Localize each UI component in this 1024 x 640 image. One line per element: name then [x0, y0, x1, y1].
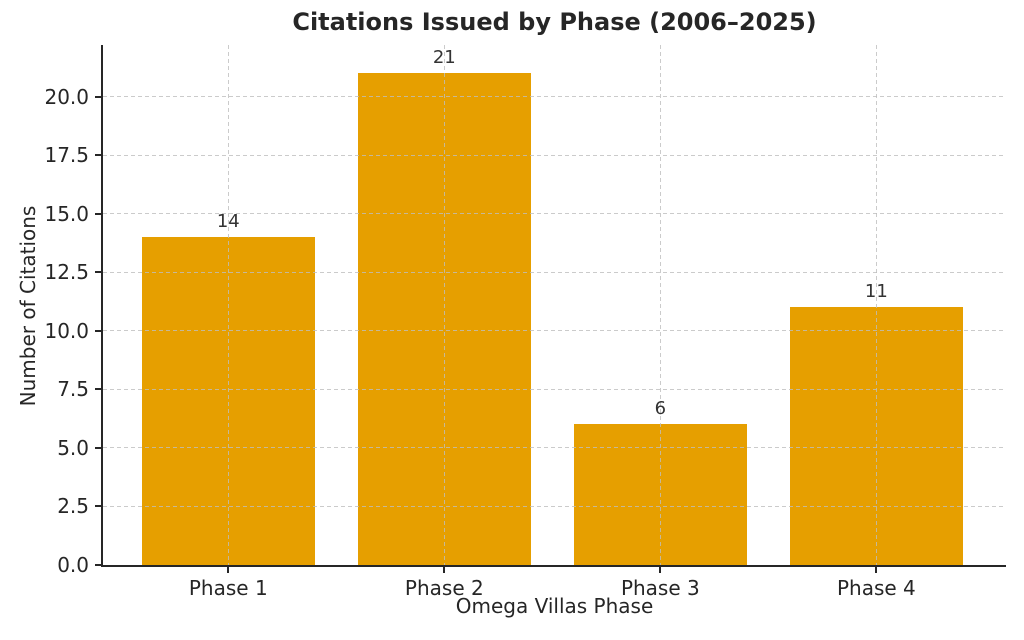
- horizontal-gridline: [103, 505, 1006, 507]
- x-axis-spine: [101, 565, 1006, 567]
- y-tick-mark: [95, 329, 101, 332]
- y-tick-mark: [95, 271, 101, 274]
- vertical-gridline: [227, 45, 229, 565]
- y-tick-mark: [95, 95, 101, 98]
- y-tick-label: 17.5: [44, 143, 89, 168]
- y-tick-mark: [95, 505, 101, 508]
- y-tick-label: 5.0: [57, 435, 89, 460]
- x-tick-mark: [875, 567, 878, 573]
- x-tick-label: Phase 2: [404, 576, 484, 600]
- y-tick-label: 2.5: [57, 494, 89, 519]
- y-tick-label: 7.5: [57, 377, 89, 402]
- bar-value-label: 21: [432, 47, 456, 69]
- y-tick-mark: [95, 154, 101, 157]
- x-tick-mark: [227, 567, 230, 573]
- y-tick-label: 20.0: [44, 84, 89, 109]
- horizontal-gridline: [103, 330, 1006, 332]
- y-tick-label: 0.0: [57, 553, 89, 577]
- vertical-gridline: [659, 45, 661, 565]
- y-tick-mark: [95, 446, 101, 449]
- y-tick-label: 10.0: [44, 318, 89, 343]
- y-tick-label: 12.5: [44, 260, 89, 285]
- y-axis-label: Number of Citations: [16, 205, 40, 407]
- y-tick-mark: [95, 212, 101, 215]
- horizontal-gridline: [103, 154, 1006, 156]
- bar-value-label: 6: [654, 398, 667, 420]
- y-tick-mark: [95, 564, 101, 566]
- x-tick-mark: [443, 567, 446, 573]
- bar-value-label: 11: [864, 281, 888, 303]
- x-axis-label: Omega Villas Phase: [455, 594, 654, 618]
- vertical-gridline: [875, 45, 877, 565]
- y-tick-mark: [95, 388, 101, 391]
- x-tick-label: Phase 3: [620, 576, 700, 600]
- plot-area: 0.0 2.5 5.0 7.5 10.0 12.5 15.0 17.5 20.0 Phase 1 1…: [44, 45, 1006, 600]
- horizontal-gridline: [103, 213, 1006, 215]
- horizontal-gridline: [103, 388, 1006, 390]
- y-tick-label: 15.0: [44, 201, 89, 226]
- x-tick-label: Phase 4: [836, 576, 916, 600]
- y-axis-spine: [101, 45, 103, 567]
- x-tick-label: Phase 1: [188, 576, 268, 600]
- horizontal-gridline: [103, 447, 1006, 449]
- horizontal-gridline: [103, 271, 1006, 273]
- bar-value-label: 14: [216, 211, 240, 233]
- chart-title: Citations Issued by Phase (2006–2025): [292, 8, 817, 36]
- vertical-gridline: [443, 45, 445, 565]
- x-tick-mark: [659, 567, 662, 573]
- horizontal-gridline: [103, 96, 1006, 98]
